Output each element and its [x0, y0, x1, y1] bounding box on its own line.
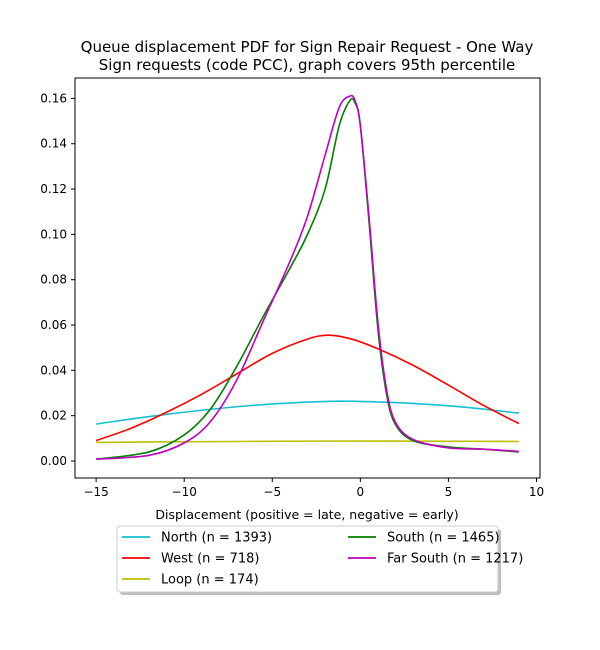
chart-title-line-1: Queue displacement PDF for Sign Repair R… — [81, 38, 534, 56]
y-tick-label: 0.12 — [40, 182, 67, 196]
x-tick-label: 10 — [529, 485, 544, 499]
legend-box — [116, 525, 499, 593]
legend-label: West (n = 718) — [161, 552, 259, 567]
y-tick-label: 0.16 — [40, 91, 67, 105]
y-tick-label: 0.10 — [40, 227, 67, 241]
plot-area — [95, 94, 520, 460]
legend-label: Far South (n = 1217) — [387, 552, 523, 567]
series-line-far-south — [96, 94, 519, 460]
y-tick-label: 0.02 — [40, 409, 67, 423]
x-tick-label: 0 — [357, 485, 365, 499]
legend-item-south: South (n = 1465) — [348, 531, 500, 546]
legend-item-far-south: Far South (n = 1217) — [348, 552, 523, 567]
x-axis: −15 −10 −5 0 5 10 — [83, 478, 544, 499]
legend-label: North (n = 1393) — [161, 531, 272, 546]
legend-item-north: North (n = 1393) — [122, 531, 272, 546]
series-line-west — [95, 334, 520, 442]
chart-title-line-2: Sign requests (code PCC), graph covers 9… — [99, 56, 515, 74]
y-tick-label: 0.14 — [40, 137, 67, 151]
legend-label: Loop (n = 174) — [161, 573, 259, 588]
y-tick-label: 0.00 — [40, 454, 67, 468]
legend-label: South (n = 1465) — [387, 531, 500, 546]
y-tick-label: 0.08 — [40, 273, 67, 287]
legend-item-west: West (n = 718) — [122, 552, 259, 567]
x-tick-label: −10 — [172, 485, 197, 499]
x-tick-label: 5 — [445, 485, 453, 499]
legend-item-loop: Loop (n = 174) — [122, 573, 259, 588]
y-tick-label: 0.04 — [40, 363, 67, 377]
legend: North (n = 1393) West (n = 718) Loop (n = … — [116, 525, 523, 595]
y-tick-label: 0.06 — [40, 318, 67, 332]
x-tick-label: −15 — [83, 485, 108, 499]
series-line-north — [96, 400, 519, 425]
y-axis: 0.00 0.02 0.04 0.06 0.08 0.10 0.12 0.14 0.16 — [40, 91, 75, 468]
x-axis-label: Displacement (positive = late, negative … — [155, 507, 458, 522]
series-line-south — [96, 97, 519, 460]
plot-frame — [74, 77, 541, 479]
x-tick-label: −5 — [263, 485, 281, 499]
